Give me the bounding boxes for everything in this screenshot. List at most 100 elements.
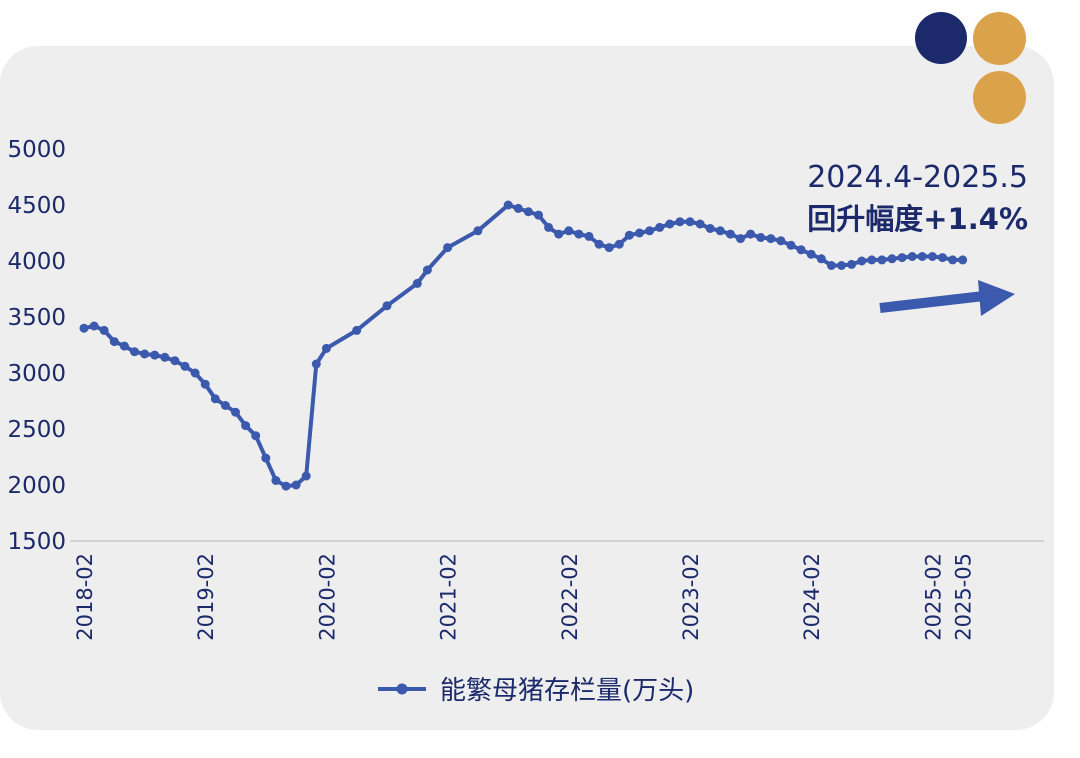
data-point (79, 323, 89, 333)
data-point (109, 337, 119, 347)
data-point (837, 261, 846, 270)
data-point (220, 401, 230, 410)
y-tick-label: 2000 (7, 473, 66, 499)
y-tick-label: 2500 (7, 417, 66, 443)
data-point (826, 261, 836, 270)
legend: 能繁母猪存栏量(万头) (378, 676, 694, 706)
data-point (695, 219, 705, 229)
data-point (554, 229, 564, 239)
data-point (756, 233, 766, 242)
data-point (544, 222, 554, 232)
data-point (180, 361, 190, 371)
data-point (130, 347, 139, 357)
data-point (766, 234, 776, 244)
y-tick-label: 3000 (7, 361, 66, 387)
data-point (422, 265, 432, 275)
data-point (301, 471, 311, 481)
x-tick-label: 2020-02 (315, 553, 339, 641)
x-tick-label: 2018-02 (73, 553, 97, 641)
data-point (140, 349, 150, 359)
data-point (665, 219, 675, 229)
series-points (79, 200, 968, 491)
data-point (251, 431, 261, 441)
data-point (948, 255, 958, 265)
data-point (584, 231, 594, 241)
x-tick-label: 2021-02 (437, 553, 461, 641)
data-point (736, 234, 745, 244)
data-point (614, 239, 624, 249)
data-point (564, 226, 574, 236)
gold-dot-decoration (973, 12, 1026, 65)
annotation-change: 回升幅度+1.4% (807, 202, 1028, 236)
data-point (523, 207, 533, 217)
data-point (503, 200, 513, 210)
data-point (412, 278, 422, 288)
data-point (877, 255, 887, 265)
y-tick-label: 5000 (7, 137, 66, 163)
data-point (604, 243, 614, 253)
data-point (715, 226, 725, 236)
data-point (958, 255, 968, 265)
data-point (624, 230, 634, 240)
navy-dot-decoration (915, 12, 967, 64)
data-point (776, 236, 786, 246)
data-point (150, 350, 160, 360)
data-point (321, 343, 331, 353)
data-point (675, 217, 685, 227)
data-point (635, 228, 644, 238)
chart-card (0, 46, 1054, 730)
data-point (311, 359, 321, 369)
data-point (443, 243, 453, 253)
data-point (160, 352, 170, 362)
data-point (534, 210, 543, 220)
data-point (816, 254, 826, 264)
y-tick-label: 1500 (7, 529, 66, 555)
annotation-range: 2024.4-2025.5 (807, 160, 1028, 195)
data-point (746, 229, 756, 239)
data-point (857, 256, 867, 266)
y-tick-label: 4500 (7, 193, 66, 219)
data-point (806, 249, 816, 259)
data-point (917, 252, 927, 261)
data-point (645, 226, 655, 236)
data-point (170, 356, 180, 366)
data-point (281, 481, 291, 491)
x-tick-label: 2019-02 (194, 553, 218, 641)
data-point (786, 240, 796, 250)
x-axis-ticks: 2018-02 2019-02 2020-02 2021-02 2022-02 2023-… (73, 553, 976, 641)
series-line (83, 203, 963, 489)
x-tick-label: 2022-02 (558, 553, 582, 641)
data-point (261, 453, 271, 463)
data-point (382, 301, 392, 311)
data-point (705, 224, 715, 233)
x-tick-label: 2023-02 (679, 553, 703, 641)
data-point (655, 222, 665, 232)
data-point (352, 325, 362, 335)
legend-label: 能繁母猪存栏量(万头) (440, 676, 694, 706)
data-point (897, 253, 907, 263)
data-point (513, 203, 523, 213)
data-point (938, 253, 947, 263)
data-point (271, 476, 281, 485)
data-point (574, 229, 584, 239)
data-point (231, 407, 240, 417)
data-point (594, 239, 604, 249)
data-point (473, 226, 483, 236)
data-point (200, 379, 210, 389)
data-point (887, 254, 897, 264)
data-point (725, 229, 735, 239)
x-tick-label: 2025-05 (952, 553, 976, 641)
data-point (685, 217, 695, 227)
x-tick-label: 2024-02 (800, 553, 824, 641)
y-tick-label: 4000 (7, 249, 66, 275)
data-point (190, 368, 200, 378)
data-point (796, 245, 806, 255)
data-point (89, 321, 99, 331)
data-point (210, 394, 220, 404)
data-point (99, 325, 109, 335)
data-point (119, 341, 129, 351)
data-point (867, 255, 877, 265)
data-point (291, 480, 301, 490)
y-axis-ticks: 5000 4500 4000 3500 3000 2500 2000 1500 (7, 137, 66, 555)
